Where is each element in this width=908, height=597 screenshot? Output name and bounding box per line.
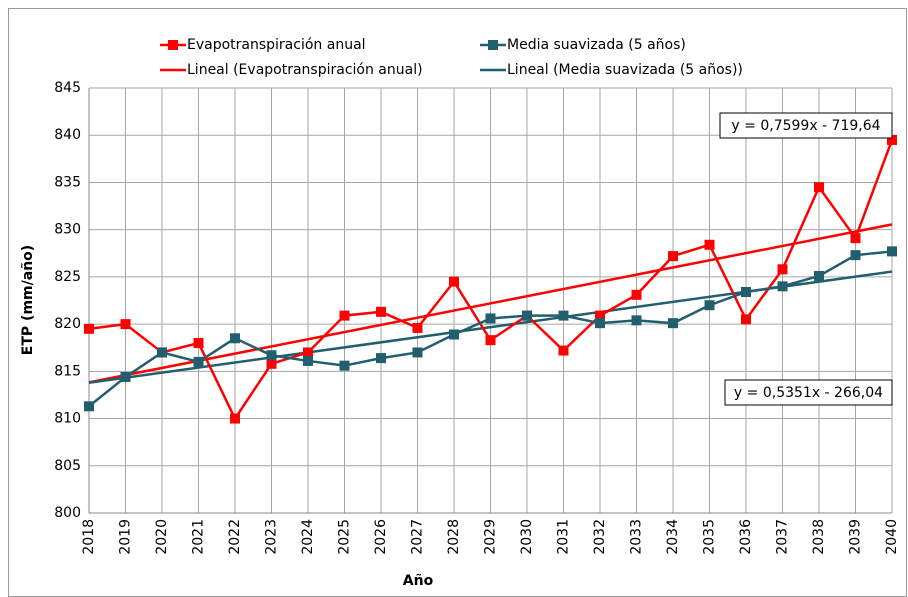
point-marker xyxy=(84,401,94,412)
point-marker xyxy=(376,353,386,364)
chart-frame xyxy=(8,8,907,597)
y-tick-label: 805 xyxy=(54,458,81,474)
y-tick-label: 815 xyxy=(54,363,81,379)
point-marker xyxy=(777,264,788,275)
point-marker xyxy=(339,310,350,321)
point-marker xyxy=(668,318,678,329)
trend-line xyxy=(88,223,893,384)
point-marker xyxy=(704,239,715,250)
legend-label: Lineal (Media suavizada (5 años)) xyxy=(507,62,743,78)
y-tick-label: 810 xyxy=(54,411,81,427)
point-marker xyxy=(850,250,861,261)
x-tick-label: 2019 xyxy=(118,519,134,555)
x-tick-label: 2024 xyxy=(300,519,316,555)
point-marker xyxy=(485,313,496,324)
trend-equation: y = 0,7599x - 719,64 xyxy=(731,118,880,134)
point-marker xyxy=(741,314,751,325)
point-marker xyxy=(668,251,678,262)
point-marker xyxy=(157,347,167,358)
y-tick-label: 830 xyxy=(54,222,81,238)
x-tick-label: 2021 xyxy=(191,519,207,555)
x-tick-label: 2031 xyxy=(556,519,572,555)
x-tick-label: 2040 xyxy=(884,519,900,555)
trend-equation: y = 0,5351x - 266,04 xyxy=(734,385,883,401)
y-axis-title: ETP (mm/año) xyxy=(20,245,36,355)
point-marker xyxy=(595,310,605,321)
legend-label: Evapotranspiración anual xyxy=(187,37,366,53)
legend-marker xyxy=(168,40,178,50)
x-tick-label: 2023 xyxy=(264,519,280,555)
x-tick-label: 2032 xyxy=(592,519,608,555)
y-tick-label: 800 xyxy=(54,505,81,521)
x-tick-label: 2028 xyxy=(446,519,462,555)
point-marker xyxy=(887,134,897,145)
x-tick-label: 2037 xyxy=(775,519,791,555)
x-tick-label: 2027 xyxy=(410,519,426,555)
x-tick-label: 2022 xyxy=(227,519,243,555)
point-marker xyxy=(266,350,277,361)
y-tick-label: 820 xyxy=(54,316,81,332)
x-tick-label: 2033 xyxy=(629,519,645,555)
point-marker xyxy=(704,300,715,311)
y-tick-label: 840 xyxy=(54,127,81,143)
x-tick-label: 2025 xyxy=(337,519,353,555)
point-marker xyxy=(741,287,751,297)
point-marker xyxy=(193,356,204,367)
legend-label: Lineal (Evapotranspiración anual) xyxy=(187,62,423,78)
point-marker xyxy=(777,281,788,292)
point-marker xyxy=(339,360,350,371)
point-marker xyxy=(303,355,313,366)
point-marker xyxy=(814,182,824,193)
point-marker xyxy=(120,372,131,382)
x-axis-title: Año xyxy=(403,573,434,589)
point-marker xyxy=(449,276,459,287)
equation-box xyxy=(719,112,893,139)
legend-label: Media suavizada (5 años) xyxy=(507,37,686,53)
x-tick-label: 2020 xyxy=(154,519,170,555)
point-marker xyxy=(266,358,277,369)
point-marker xyxy=(412,322,423,333)
point-marker xyxy=(558,310,569,321)
point-marker xyxy=(303,347,313,358)
y-tick-label: 845 xyxy=(54,80,81,96)
point-marker xyxy=(485,335,496,346)
point-marker xyxy=(595,318,605,329)
point-marker xyxy=(558,345,569,356)
point-marker xyxy=(449,329,459,340)
point-marker xyxy=(631,315,642,326)
point-marker xyxy=(412,347,423,358)
point-marker xyxy=(84,323,94,334)
point-marker xyxy=(887,246,897,257)
point-marker xyxy=(814,270,824,281)
x-tick-label: 2036 xyxy=(738,519,754,555)
x-tick-label: 2034 xyxy=(665,519,681,555)
x-tick-label: 2038 xyxy=(811,519,827,555)
point-marker xyxy=(193,338,204,348)
point-marker xyxy=(230,333,240,344)
legend-marker xyxy=(488,40,498,50)
x-tick-label: 2018 xyxy=(81,519,97,555)
point-marker xyxy=(850,233,861,244)
point-marker xyxy=(522,310,532,321)
x-tick-label: 2026 xyxy=(373,519,389,555)
y-tick-label: 835 xyxy=(54,174,81,190)
point-marker xyxy=(230,413,240,424)
point-marker xyxy=(631,289,642,300)
point-marker xyxy=(376,306,386,317)
point-marker xyxy=(120,319,131,330)
x-tick-label: 2030 xyxy=(519,519,535,555)
x-tick-label: 2029 xyxy=(483,519,499,555)
x-tick-label: 2035 xyxy=(702,519,718,555)
y-tick-label: 825 xyxy=(54,269,81,285)
x-tick-label: 2039 xyxy=(848,519,864,555)
equation-box xyxy=(724,379,893,406)
